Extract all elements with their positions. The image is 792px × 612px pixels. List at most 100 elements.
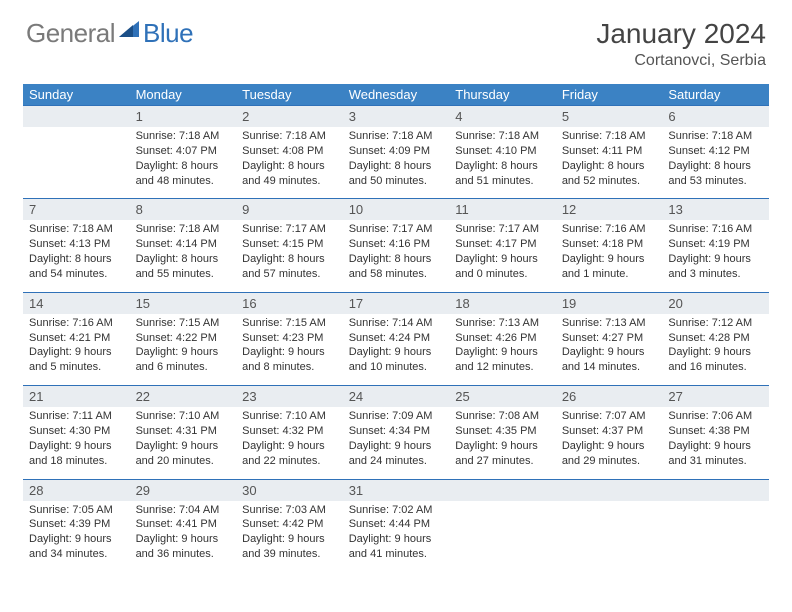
weekday-header: Thursday [449, 84, 556, 106]
sunset-line: Sunset: 4:22 PM [136, 331, 231, 346]
sunrise-line: Sunrise: 7:15 AM [242, 316, 337, 331]
month-year: January 2024 [596, 18, 766, 50]
sunrise-line: Sunrise: 7:16 AM [562, 222, 657, 237]
sunset-line: Sunset: 4:38 PM [668, 424, 763, 439]
daylight-line: Daylight: 9 hours and 3 minutes. [668, 252, 763, 282]
day-number: 30 [242, 483, 256, 498]
day-number-cell: 7 [23, 199, 130, 221]
day-info-cell: Sunrise: 7:04 AMSunset: 4:41 PMDaylight:… [130, 501, 237, 572]
daylight-line: Daylight: 9 hours and 29 minutes. [562, 439, 657, 469]
sunrise-line: Sunrise: 7:15 AM [136, 316, 231, 331]
sunrise-line: Sunrise: 7:05 AM [29, 503, 124, 518]
day-number-cell: 2 [236, 106, 343, 128]
daylight-line: Daylight: 9 hours and 16 minutes. [668, 345, 763, 375]
sunrise-line: Sunrise: 7:13 AM [455, 316, 550, 331]
title-block: January 2024 Cortanovci, Serbia [596, 18, 766, 70]
weekday-header: Saturday [662, 84, 769, 106]
daylight-line: Daylight: 8 hours and 57 minutes. [242, 252, 337, 282]
daylight-line: Daylight: 9 hours and 6 minutes. [136, 345, 231, 375]
day-info-cell: Sunrise: 7:12 AMSunset: 4:28 PMDaylight:… [662, 314, 769, 386]
sunset-line: Sunset: 4:39 PM [29, 517, 124, 532]
sunset-line: Sunset: 4:19 PM [668, 237, 763, 252]
sunset-line: Sunset: 4:11 PM [562, 144, 657, 159]
day-info-cell: Sunrise: 7:18 AMSunset: 4:08 PMDaylight:… [236, 127, 343, 199]
daylight-line: Daylight: 9 hours and 31 minutes. [668, 439, 763, 469]
daylight-line: Daylight: 9 hours and 27 minutes. [455, 439, 550, 469]
day-info-cell: Sunrise: 7:14 AMSunset: 4:24 PMDaylight:… [343, 314, 450, 386]
day-info-cell: Sunrise: 7:16 AMSunset: 4:18 PMDaylight:… [556, 220, 663, 292]
day-number-cell: 19 [556, 292, 663, 314]
day-number: 23 [242, 389, 256, 404]
daylight-line: Daylight: 9 hours and 12 minutes. [455, 345, 550, 375]
daylight-line: Daylight: 9 hours and 8 minutes. [242, 345, 337, 375]
day-number-cell: 6 [662, 106, 769, 128]
day-info-cell: Sunrise: 7:15 AMSunset: 4:22 PMDaylight:… [130, 314, 237, 386]
day-number: 21 [29, 389, 43, 404]
day-info-cell: Sunrise: 7:16 AMSunset: 4:21 PMDaylight:… [23, 314, 130, 386]
logo-text-general: General [26, 18, 115, 49]
day-info-cell: Sunrise: 7:18 AMSunset: 4:13 PMDaylight:… [23, 220, 130, 292]
daylight-line: Daylight: 9 hours and 24 minutes. [349, 439, 444, 469]
weekday-header: Tuesday [236, 84, 343, 106]
sunrise-line: Sunrise: 7:18 AM [668, 129, 763, 144]
day-number: 29 [136, 483, 150, 498]
day-number-cell [556, 479, 663, 501]
sunset-line: Sunset: 4:14 PM [136, 237, 231, 252]
sunset-line: Sunset: 4:34 PM [349, 424, 444, 439]
daylight-line: Daylight: 9 hours and 22 minutes. [242, 439, 337, 469]
day-number: 24 [349, 389, 363, 404]
calendar-body: 123456Sunrise: 7:18 AMSunset: 4:07 PMDay… [23, 106, 769, 572]
daylight-line: Daylight: 8 hours and 58 minutes. [349, 252, 444, 282]
sunrise-line: Sunrise: 7:18 AM [29, 222, 124, 237]
day-info-cell: Sunrise: 7:03 AMSunset: 4:42 PMDaylight:… [236, 501, 343, 572]
day-number-cell: 28 [23, 479, 130, 501]
sunset-line: Sunset: 4:37 PM [562, 424, 657, 439]
day-number: 22 [136, 389, 150, 404]
day-number-cell: 23 [236, 386, 343, 408]
day-number-cell: 12 [556, 199, 663, 221]
sunrise-line: Sunrise: 7:11 AM [29, 409, 124, 424]
sunset-line: Sunset: 4:21 PM [29, 331, 124, 346]
day-number: 8 [136, 202, 143, 217]
sunrise-line: Sunrise: 7:03 AM [242, 503, 337, 518]
day-number-cell: 30 [236, 479, 343, 501]
sunset-line: Sunset: 4:17 PM [455, 237, 550, 252]
day-number: 20 [668, 296, 682, 311]
daylight-line: Daylight: 9 hours and 34 minutes. [29, 532, 124, 562]
weekday-header: Friday [556, 84, 663, 106]
sunrise-line: Sunrise: 7:14 AM [349, 316, 444, 331]
day-number-cell: 8 [130, 199, 237, 221]
logo-sail-icon [119, 21, 141, 39]
day-number-cell [449, 479, 556, 501]
day-number: 12 [562, 202, 576, 217]
sunset-line: Sunset: 4:13 PM [29, 237, 124, 252]
sunset-line: Sunset: 4:44 PM [349, 517, 444, 532]
day-info-cell: Sunrise: 7:18 AMSunset: 4:11 PMDaylight:… [556, 127, 663, 199]
day-number: 27 [668, 389, 682, 404]
day-number: 3 [349, 109, 356, 124]
sunset-line: Sunset: 4:42 PM [242, 517, 337, 532]
logo-text-blue: Blue [143, 18, 193, 49]
header: General Blue January 2024 Cortanovci, Se… [0, 0, 792, 78]
day-info-cell: Sunrise: 7:18 AMSunset: 4:14 PMDaylight:… [130, 220, 237, 292]
daylight-line: Daylight: 8 hours and 49 minutes. [242, 159, 337, 189]
daylight-line: Daylight: 9 hours and 5 minutes. [29, 345, 124, 375]
sunrise-line: Sunrise: 7:08 AM [455, 409, 550, 424]
sunset-line: Sunset: 4:26 PM [455, 331, 550, 346]
day-number: 15 [136, 296, 150, 311]
day-number: 6 [668, 109, 675, 124]
day-number: 10 [349, 202, 363, 217]
day-info-cell: Sunrise: 7:07 AMSunset: 4:37 PMDaylight:… [556, 407, 663, 479]
day-number-cell: 1 [130, 106, 237, 128]
sunrise-line: Sunrise: 7:18 AM [136, 129, 231, 144]
day-number: 25 [455, 389, 469, 404]
sunset-line: Sunset: 4:27 PM [562, 331, 657, 346]
day-number-cell [662, 479, 769, 501]
day-info-cell: Sunrise: 7:17 AMSunset: 4:17 PMDaylight:… [449, 220, 556, 292]
day-number: 18 [455, 296, 469, 311]
day-info-cell: Sunrise: 7:18 AMSunset: 4:10 PMDaylight:… [449, 127, 556, 199]
day-number-cell: 16 [236, 292, 343, 314]
day-info-cell [23, 127, 130, 199]
daylight-line: Daylight: 9 hours and 1 minute. [562, 252, 657, 282]
sunset-line: Sunset: 4:32 PM [242, 424, 337, 439]
